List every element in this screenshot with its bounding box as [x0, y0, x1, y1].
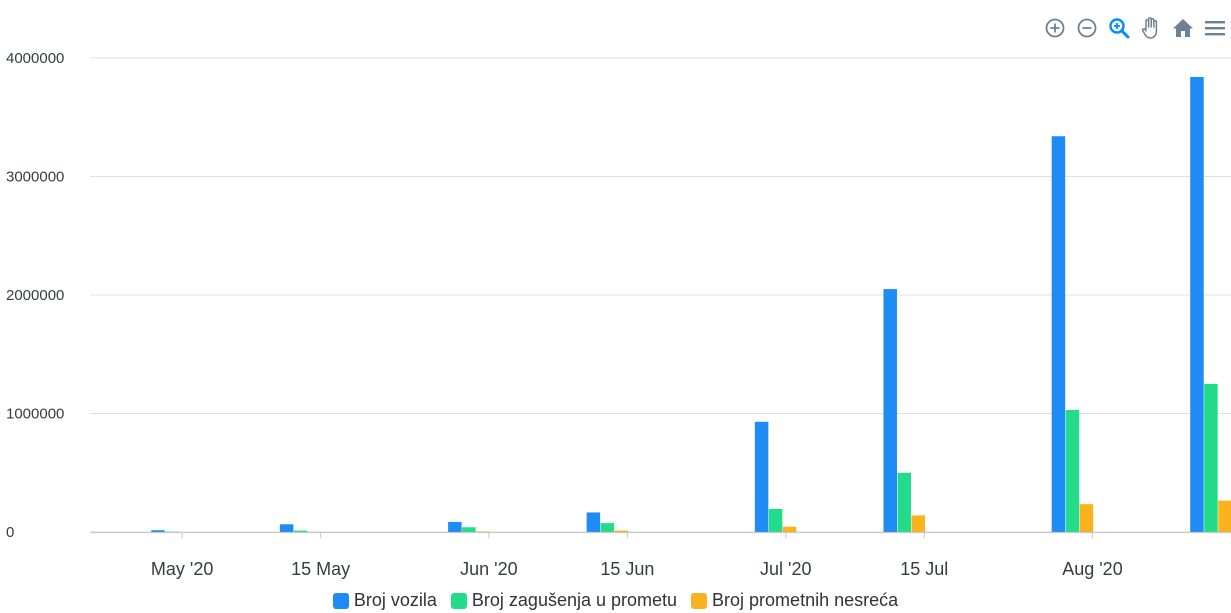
selection-zoom-button[interactable] [1105, 12, 1133, 44]
zoom-in-icon [1045, 18, 1065, 38]
bar-broj-prometnih-nesre-a [911, 515, 925, 532]
bar-broj-prometnih-nesre-a [476, 531, 490, 532]
bar-broj-prometnih-nesre-a [1218, 500, 1231, 532]
zoom-in-button[interactable] [1041, 12, 1069, 44]
bar-broj-vozila [1190, 76, 1204, 533]
x-tick-label: Jul '20 [760, 559, 811, 579]
x-tick-label: 15 Jun [600, 559, 654, 579]
menu-button[interactable] [1201, 12, 1229, 44]
y-tick-label: 2000000 [6, 287, 64, 304]
bar-broj-zagu-enja-u-prometu [1065, 409, 1080, 532]
y-tick-label: 4000000 [6, 50, 64, 67]
x-tick-label: 15 Jul [900, 559, 948, 579]
bar-broj-zagu-enja-u-prometu [600, 523, 615, 532]
legend-label: Broj prometnih nesreća [712, 590, 899, 610]
zoom-out-icon [1077, 18, 1097, 38]
legend-label: Broj vozila [353, 590, 437, 610]
legend-item-broj-zagusenja[interactable]: Broj zagušenja u prometu [450, 590, 678, 611]
x-tick-label: Aug '20 [1062, 559, 1123, 579]
bars [151, 76, 1231, 533]
reset-home-icon [1173, 19, 1193, 37]
menu-icon [1205, 21, 1225, 36]
legend-marker [450, 592, 467, 609]
x-tick-label: May '20 [151, 559, 213, 579]
bar-broj-vozila [883, 289, 897, 532]
legend-marker [691, 592, 708, 609]
bar-broj-prometnih-nesre-a [782, 526, 797, 532]
pan-button[interactable] [1137, 12, 1165, 44]
x-axis: May '20 15 May Jun '20 15 Jun Jul '20 15 Jul A… [90, 531, 1231, 579]
x-tick-label: 15 May [291, 559, 350, 579]
bar-broj-prometnih-nesre-a [614, 530, 629, 532]
bar-broj-vozila [448, 521, 462, 532]
reset-zoom-button[interactable] [1169, 12, 1197, 44]
legend-label: Broj zagušenja u prometu [471, 590, 678, 610]
legend-marker [332, 592, 349, 609]
bar-broj-zagu-enja-u-prometu [462, 527, 476, 532]
bar-broj-zagu-enja-u-prometu [1204, 383, 1218, 532]
zoom-out-button[interactable] [1073, 12, 1101, 44]
y-tick-label: 0 [6, 524, 14, 541]
legend-item-broj-vozila[interactable]: Broj vozila [332, 590, 437, 611]
y-axis-labels: 0 1000000 2000000 3000000 4000000 [6, 50, 64, 541]
legend-item-broj-nesreca[interactable]: Broj prometnih nesreća [691, 590, 898, 611]
chart-legend: Broj vozila Broj zagušenja u prometu Bro… [0, 590, 1231, 611]
bar-broj-prometnih-nesre-a [1079, 504, 1094, 532]
x-tick-label: Jun '20 [460, 559, 517, 579]
bar-broj-zagu-enja-u-prometu [897, 472, 911, 532]
bar-broj-vozila [586, 512, 601, 532]
selection-zoom-icon [1109, 18, 1130, 39]
y-tick-label: 1000000 [6, 406, 64, 423]
bar-broj-vozila [151, 530, 165, 532]
bar-broj-zagu-enja-u-prometu [293, 530, 308, 532]
bar-broj-vozila [1051, 136, 1066, 532]
bar-broj-vozila [754, 421, 769, 532]
y-tick-label: 3000000 [6, 169, 64, 186]
bar-broj-vozila [279, 524, 294, 532]
chart-toolbar [1041, 12, 1229, 44]
bar-broj-zagu-enja-u-prometu [768, 508, 783, 532]
pan-icon [1141, 17, 1158, 39]
